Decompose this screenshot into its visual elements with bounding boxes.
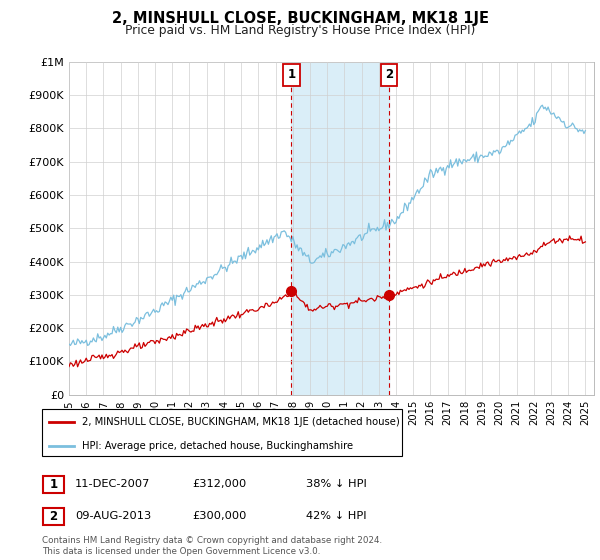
Text: 11-DEC-2007: 11-DEC-2007 [75,479,151,489]
Text: HPI: Average price, detached house, Buckinghamshire: HPI: Average price, detached house, Buck… [82,441,353,451]
Text: 2, MINSHULL CLOSE, BUCKINGHAM, MK18 1JE (detached house): 2, MINSHULL CLOSE, BUCKINGHAM, MK18 1JE … [82,417,400,427]
Text: 2: 2 [385,68,393,81]
Text: £312,000: £312,000 [192,479,246,489]
Text: £300,000: £300,000 [192,511,247,521]
Text: 09-AUG-2013: 09-AUG-2013 [75,511,151,521]
Text: 1: 1 [49,478,58,491]
Bar [292,62,389,395]
Text: Contains HM Land Registry data © Crown copyright and database right 2024.
This d: Contains HM Land Registry data © Crown c… [42,536,382,556]
Text: 1: 1 [287,68,295,81]
Text: 2, MINSHULL CLOSE, BUCKINGHAM, MK18 1JE: 2, MINSHULL CLOSE, BUCKINGHAM, MK18 1JE [112,11,488,26]
Text: Price paid vs. HM Land Registry's House Price Index (HPI): Price paid vs. HM Land Registry's House … [125,24,475,36]
Text: 38% ↓ HPI: 38% ↓ HPI [306,479,367,489]
Text: 42% ↓ HPI: 42% ↓ HPI [306,511,367,521]
Text: 2: 2 [49,510,58,523]
